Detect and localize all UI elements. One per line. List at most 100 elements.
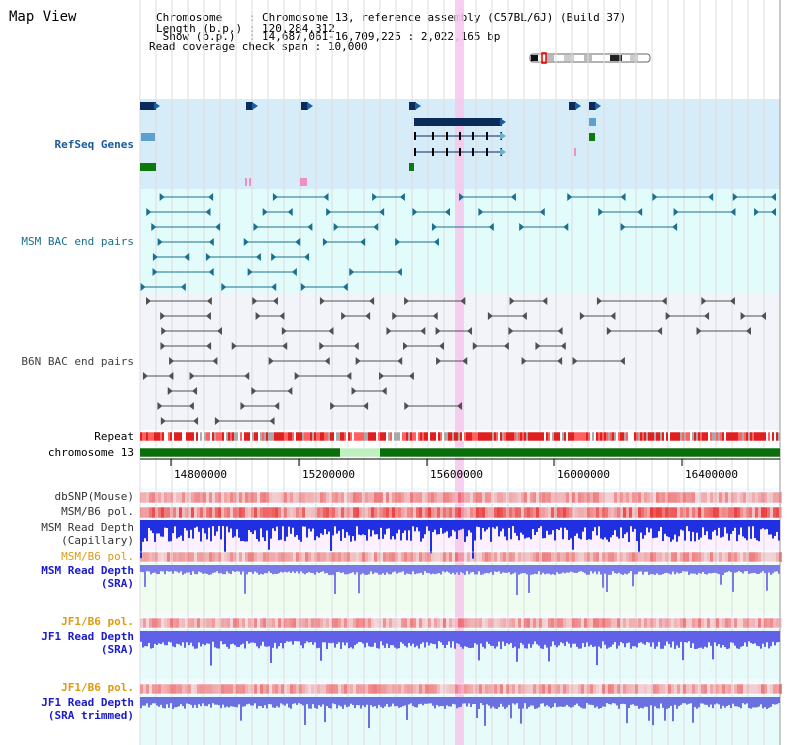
- heat-cell: [275, 618, 278, 628]
- heat-cell: [458, 507, 461, 518]
- heat-cell: [584, 507, 587, 518]
- heat-cell: [779, 552, 782, 562]
- heat-cell: [587, 552, 590, 562]
- heat-cell: [710, 684, 713, 694]
- bac-end: [167, 387, 173, 395]
- heat-cell: [521, 552, 524, 562]
- heat-cell: [740, 507, 743, 518]
- depth-bar: [732, 631, 734, 643]
- depth-bar: [256, 565, 258, 573]
- heat-cell: [305, 618, 308, 628]
- depth-bar: [272, 697, 274, 708]
- heat-cell: [656, 684, 659, 694]
- repeat-mark: [616, 432, 618, 441]
- depth-bar: [450, 697, 452, 707]
- repeat-mark: [194, 432, 196, 441]
- depth-bar: [512, 520, 514, 527]
- depth-bar: [288, 631, 290, 642]
- repeat-mark: [314, 432, 316, 441]
- depth-bar: [350, 565, 352, 574]
- depth-bar: [364, 565, 366, 575]
- depth-bar: [680, 520, 682, 530]
- heat-cell: [269, 618, 272, 628]
- depth-bar: [552, 565, 554, 575]
- depth-bar: [336, 520, 338, 534]
- depth-bar: [668, 565, 670, 574]
- heat-cell: [413, 507, 416, 518]
- depth-bar: [198, 631, 200, 643]
- heat-cell: [194, 507, 197, 518]
- heat-cell: [164, 552, 167, 562]
- depth-bar: [722, 565, 724, 575]
- depth-bar: [710, 565, 712, 574]
- depth-bar: [252, 631, 254, 643]
- depth-bar: [572, 697, 574, 707]
- heat-cell: [629, 618, 632, 628]
- depth-bar: [154, 565, 156, 573]
- depth-bar: [582, 697, 584, 709]
- depth-bar: [148, 697, 150, 708]
- heat-cell: [143, 492, 146, 503]
- heat-cell: [770, 618, 773, 628]
- depth-bar: [170, 631, 172, 643]
- depth-bar: [332, 697, 334, 704]
- depth-bar: [418, 631, 420, 649]
- depth-bar: [610, 520, 612, 538]
- depth-bar: [438, 697, 440, 707]
- heat-cell: [296, 684, 299, 694]
- heat-cell: [536, 492, 539, 503]
- bac-end: [180, 283, 186, 291]
- depth-bar: [426, 520, 428, 527]
- depth-bar: [282, 631, 284, 649]
- repeat-mark: [340, 432, 342, 441]
- bac-end: [157, 238, 163, 246]
- depth-bar: [564, 697, 566, 707]
- depth-bar: [656, 520, 658, 538]
- heat-cell: [620, 507, 623, 518]
- depth-bar: [764, 697, 766, 708]
- depth-bar: [776, 697, 778, 705]
- depth-bar: [354, 697, 356, 709]
- repeat-mark: [638, 432, 640, 441]
- heat-cell: [335, 552, 338, 562]
- heat-cell: [614, 684, 617, 694]
- heat-cell: [713, 684, 716, 694]
- depth-bar: [452, 520, 454, 530]
- heat-cell: [212, 507, 215, 518]
- heat-cell: [380, 684, 383, 694]
- repeat-mark: [570, 432, 572, 441]
- depth-bar: [480, 520, 482, 540]
- depth-bar: [344, 631, 346, 646]
- heat-cell: [779, 618, 782, 628]
- depth-bar: [386, 565, 388, 573]
- repeat-mark: [432, 432, 434, 441]
- heat-cell: [578, 684, 581, 694]
- repeat-mark: [636, 432, 638, 441]
- depth-bar: [396, 697, 398, 707]
- heat-cell: [389, 552, 392, 562]
- depth-bar: [642, 520, 644, 539]
- depth-bar: [414, 631, 416, 648]
- depth-bar: [446, 631, 448, 645]
- heat-cell: [638, 507, 641, 518]
- depth-bar: [324, 697, 326, 723]
- depth-bar: [752, 697, 754, 708]
- depth-bar: [498, 631, 500, 642]
- depth-bar: [260, 697, 262, 707]
- depth-bar: [284, 520, 286, 542]
- bac-end: [328, 327, 334, 335]
- depth-bar: [424, 520, 426, 535]
- depth-bar: [524, 520, 526, 539]
- depth-bar: [358, 565, 360, 594]
- heat-cell: [593, 552, 596, 562]
- depth-bar: [610, 565, 612, 575]
- depth-bar: [316, 565, 318, 572]
- heat-cell: [209, 492, 212, 503]
- repeat-mark: [676, 432, 678, 441]
- depth-bar: [236, 520, 238, 530]
- heat-cell: [605, 684, 608, 694]
- depth-bar: [548, 697, 550, 707]
- depth-bar: [526, 520, 528, 538]
- depth-bar: [432, 565, 434, 574]
